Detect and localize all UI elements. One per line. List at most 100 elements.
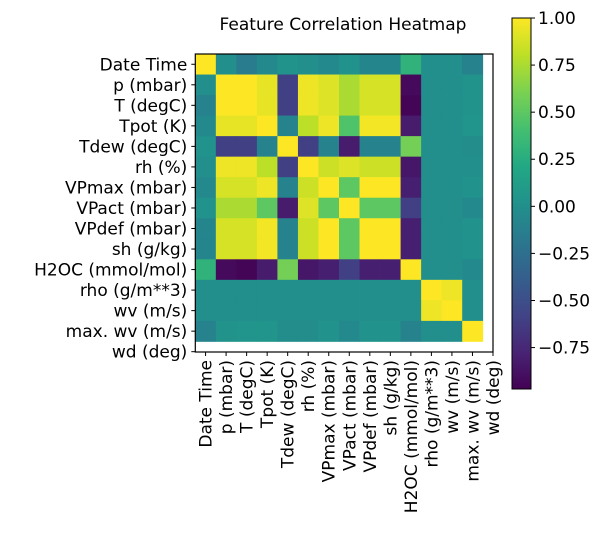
heatmap-cell-6-13	[462, 177, 484, 199]
heatmap-cell-3-0	[195, 115, 217, 137]
x-tick-label: VPmax (mbar)	[320, 360, 340, 482]
heatmap-cell-8-11	[421, 218, 443, 240]
heatmap-cell-8-4	[277, 218, 299, 240]
heatmap-cell-4-9	[380, 136, 401, 158]
heatmap-cell-6-0	[195, 177, 217, 199]
x-tick-label: wd (deg)	[484, 360, 504, 435]
heatmap-cell-11-10	[400, 279, 422, 301]
heatmap-cell-8-0	[195, 218, 217, 240]
heatmap-cell-12-1	[215, 300, 237, 322]
heatmap-cell-5-3	[256, 156, 278, 178]
heatmap-cell-13-9	[380, 320, 401, 342]
y-tick-label: rh (%)	[135, 158, 187, 178]
heatmap-cell-7-2	[236, 197, 258, 219]
heatmap-cell-11-6	[318, 279, 340, 301]
heatmap-cell-3-13	[462, 115, 484, 137]
heatmap-cell-1-6	[318, 74, 340, 96]
x-tick-label: VPact (mbar)	[340, 360, 360, 471]
heatmap-cell-9-1	[215, 238, 237, 260]
heatmap-cell-5-6	[318, 156, 340, 178]
heatmap-cell-5-7	[339, 156, 360, 178]
colorbar-tick-label: 0.25	[538, 150, 576, 170]
heatmap-cell-2-3	[256, 95, 278, 116]
heatmap-cell-1-10	[400, 74, 422, 96]
heatmap-cell-9-0	[195, 238, 217, 260]
heatmap-cell-9-4	[277, 238, 299, 260]
heatmap-cell-8-5	[297, 218, 319, 240]
heatmap-cell-11-13	[462, 279, 484, 301]
heatmap-cell-2-10	[400, 95, 422, 116]
heatmap-cell-3-4	[277, 115, 299, 137]
heatmap-cell-8-12	[441, 218, 463, 240]
heatmap-cell-9-10	[400, 238, 422, 260]
heatmap-cell-12-0	[195, 300, 217, 322]
heatmap-cell-4-12	[441, 136, 463, 158]
heatmap-cell-10-11	[421, 259, 443, 281]
heatmap-cell-12-6	[318, 300, 340, 322]
heatmap-cell-5-12	[441, 156, 463, 178]
heatmap-cell-0-3	[256, 54, 278, 75]
heatmap-cell-11-4	[277, 279, 299, 301]
y-tick-label: VPact (mbar)	[76, 199, 187, 219]
heatmap-cell-1-4	[277, 74, 299, 96]
heatmap-cell-8-8	[359, 218, 381, 240]
heatmap-cell-13-4	[277, 320, 299, 342]
heatmap-cell-0-13	[462, 54, 484, 75]
heatmap-cell-5-1	[215, 156, 237, 178]
colorbar-tick-label: 0.75	[538, 56, 576, 76]
heatmap-cell-11-7	[339, 279, 360, 301]
heatmap-cell-9-9	[380, 238, 401, 260]
heatmap-cell-7-4	[277, 197, 299, 219]
heatmap-cell-3-1	[215, 115, 237, 137]
heatmap-cell-7-5	[297, 197, 319, 219]
heatmap-cell-9-13	[462, 238, 484, 260]
y-tick-label: T (degC)	[113, 96, 187, 116]
heatmap-cell-3-3	[256, 115, 278, 137]
heatmap-cell-1-12	[441, 74, 463, 96]
heatmap-cell-10-6	[318, 259, 340, 281]
heatmap-cell-0-2	[236, 54, 258, 75]
heatmap-cell-13-6	[318, 320, 340, 342]
heatmap-cell-1-0	[195, 74, 217, 96]
heatmap-cell-6-10	[400, 177, 422, 199]
heatmap-cell-0-9	[380, 54, 401, 75]
heatmap-cell-13-2	[236, 320, 258, 342]
heatmap-cell-7-10	[400, 197, 422, 219]
heatmap-cell-12-12	[441, 300, 463, 322]
heatmap-cell-9-3	[256, 238, 278, 260]
heatmap-cell-12-11	[421, 300, 443, 322]
heatmap-cell-11-2	[236, 279, 258, 301]
heatmap-cell-3-10	[400, 115, 422, 137]
heatmap-cell-1-8	[359, 74, 381, 96]
heatmap-cell-0-5	[297, 54, 319, 75]
heatmap-cell-8-10	[400, 218, 422, 240]
heatmap-cell-4-11	[421, 136, 443, 158]
x-tick-label: p (mbar)	[217, 360, 237, 434]
heatmap-cell-10-12	[441, 259, 463, 281]
colorbar	[511, 17, 532, 390]
heatmap-cell-4-1	[215, 136, 237, 158]
heatmap-cell-7-13	[462, 197, 484, 219]
heatmap-cell-1-1	[215, 74, 237, 96]
heatmap-cell-11-12	[441, 279, 463, 301]
heatmap-cell-6-4	[277, 177, 299, 199]
heatmap-cell-0-4	[277, 54, 299, 75]
heatmap-cell-10-0	[195, 259, 217, 281]
heatmap-cell-7-9	[380, 197, 401, 219]
heatmap-cell-4-8	[359, 136, 381, 158]
heatmap-cell-4-10	[400, 136, 422, 158]
heatmap-cell-13-1	[215, 320, 237, 342]
heatmap-cell-0-1	[215, 54, 237, 75]
heatmap-cell-6-2	[236, 177, 258, 199]
heatmap-cell-7-6	[318, 197, 340, 219]
colorbar-tick-label: −0.50	[538, 291, 590, 311]
heatmap-cell-10-8	[359, 259, 381, 281]
y-tick-label: VPdef (mbar)	[75, 220, 188, 240]
heatmap-cell-2-2	[236, 95, 258, 116]
heatmap-cell-8-2	[236, 218, 258, 240]
colorbar-tick-label: 0.00	[538, 197, 576, 217]
heatmap-cell-11-0	[195, 279, 217, 301]
heatmap-cell-9-6	[318, 238, 340, 260]
heatmap-cell-7-11	[421, 197, 443, 219]
heatmap-cell-1-3	[256, 74, 278, 96]
